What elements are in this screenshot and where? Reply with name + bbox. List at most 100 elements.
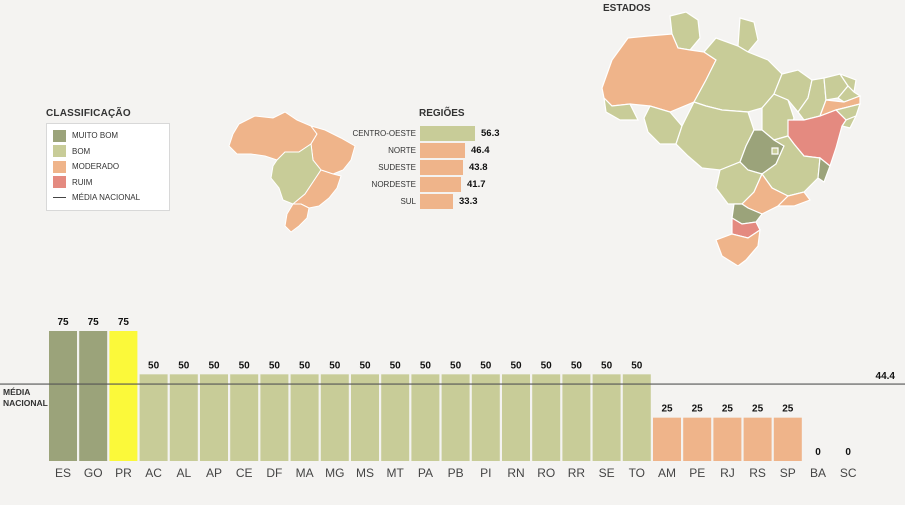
bar-value-label: 50 [239, 360, 251, 371]
region-bar [420, 160, 463, 175]
legend-swatch [53, 129, 66, 142]
bar-pr [109, 331, 138, 461]
legend-swatch [53, 176, 66, 189]
bar-value-label: 50 [571, 360, 583, 371]
regions-panel: REGIÕES CENTRO-OESTE 56.3 NORTE 46.4 SUD… [352, 108, 522, 210]
map-region-sudeste [291, 169, 342, 209]
category-label: TO [629, 466, 645, 480]
category-label: CE [236, 466, 253, 480]
region-name: CENTRO-OESTE [352, 129, 416, 138]
legend-item-ruim: RUIM [53, 175, 163, 191]
region-value: 41.7 [467, 179, 486, 190]
national-average-value: 44.4 [876, 371, 896, 382]
bar-value-label: 25 [752, 404, 764, 415]
bar-ms [351, 374, 379, 461]
bar-value-label: 50 [541, 360, 553, 371]
category-label: DF [266, 466, 282, 480]
category-label: RJ [720, 466, 735, 480]
legend-swatch [53, 145, 66, 158]
region-value: 33.3 [459, 196, 478, 207]
region-value: 56.3 [481, 128, 500, 139]
bar-value-label: 50 [208, 360, 220, 371]
map-state-ro [643, 105, 683, 145]
bar-value-label: 50 [450, 360, 462, 371]
category-label: SC [840, 466, 857, 480]
bar-ro [532, 374, 561, 461]
category-label: SP [780, 466, 796, 480]
bar-value-label: 50 [480, 360, 492, 371]
map-state-rj [776, 191, 811, 207]
bar-pi [471, 374, 500, 461]
category-label: SE [599, 466, 615, 480]
bar-value-label: 0 [815, 447, 821, 458]
bar-value-label: 25 [661, 404, 673, 415]
region-row: SUDESTE 43.8 [352, 159, 488, 176]
category-label: RN [507, 466, 524, 480]
bar-value-label: 0 [845, 447, 851, 458]
bar-value-label: 25 [692, 404, 704, 415]
bar-se [592, 374, 621, 461]
bar-value-label: 50 [601, 360, 613, 371]
bar-sp [773, 417, 802, 461]
legend-item-moderado: MODERADO [53, 159, 163, 175]
bar-ap [200, 374, 228, 461]
bar-pe [683, 417, 712, 461]
category-label: MT [387, 466, 405, 480]
bar-pa [411, 374, 440, 461]
bar-value-label: 50 [329, 360, 341, 371]
legend-box: MUITO BOM BOM MODERADO RUIM MÉDIA NACION… [46, 123, 170, 211]
map-state-df [771, 147, 779, 155]
bar-value-label: 50 [390, 360, 402, 371]
bar-go [79, 331, 108, 461]
bar-es [49, 331, 77, 461]
bar-value-label: 75 [57, 317, 69, 328]
region-bar [420, 177, 461, 192]
category-label: MG [325, 466, 344, 480]
legend-label: MUITO BOM [72, 131, 119, 141]
bar-ma [290, 374, 319, 461]
category-label: AP [206, 466, 222, 480]
category-label: AC [145, 466, 162, 480]
bar-ac [139, 374, 168, 461]
category-label: ES [55, 466, 71, 480]
legend: CLASSIFICAÇÃO MUITO BOM BOM MODERADO RUI… [46, 108, 170, 211]
bar-rr [562, 374, 591, 461]
bar-value-label: 75 [88, 317, 100, 328]
bar-value-label: 25 [782, 404, 794, 415]
map-region-nordeste [309, 125, 356, 175]
category-label: BA [810, 466, 826, 480]
bar-am [653, 417, 681, 461]
legend-title: CLASSIFICAÇÃO [46, 108, 131, 119]
category-label: MA [296, 466, 314, 480]
bar-value-label: 50 [148, 360, 160, 371]
region-row: SUL 33.3 [352, 193, 478, 210]
states-map [601, 11, 862, 266]
category-label: PI [480, 466, 491, 480]
bar-value-label: 50 [269, 360, 281, 371]
bar-rs [743, 417, 772, 461]
bar-value-label: 25 [722, 404, 734, 415]
category-label: GO [84, 466, 103, 480]
national-average-label-line1: MÉDIA [3, 387, 30, 397]
states-map-title: ESTADOS [603, 3, 651, 14]
category-label: RR [568, 466, 586, 480]
bar-al [169, 374, 198, 461]
bar-ce [230, 374, 259, 461]
category-label: AM [658, 466, 676, 480]
legend-line [53, 197, 66, 199]
legend-label: BOM [72, 146, 91, 156]
bar-value-label: 50 [178, 360, 190, 371]
region-bar [420, 126, 475, 141]
region-value: 46.4 [471, 145, 490, 156]
bar-mg [320, 374, 349, 461]
bar-rj [713, 417, 742, 461]
region-value: 43.8 [469, 162, 488, 173]
map-state-es [817, 156, 831, 183]
category-label: AL [176, 466, 191, 480]
category-label: PB [448, 466, 464, 480]
region-row: CENTRO-OESTE 56.3 [352, 125, 500, 142]
map-state-ap [737, 17, 759, 53]
category-label: RS [749, 466, 766, 480]
bar-value-label: 50 [299, 360, 311, 371]
category-label: MS [356, 466, 374, 480]
